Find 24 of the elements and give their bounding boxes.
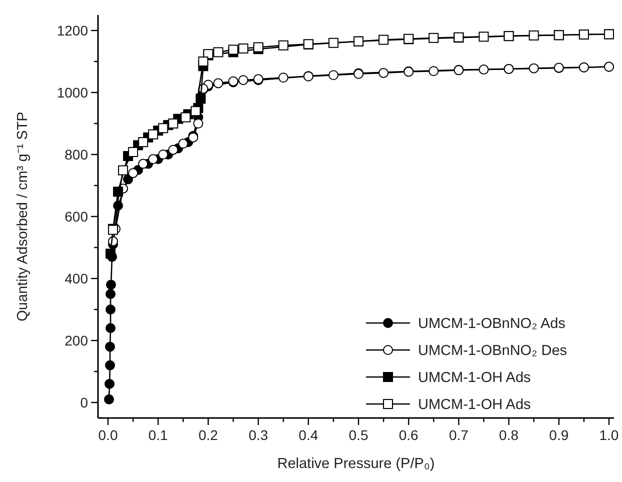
x-tick-label: 0.8: [499, 427, 519, 443]
y-tick-label: 800: [64, 146, 88, 162]
y-tick-label: 1000: [56, 84, 88, 100]
x-tick-label: 0.9: [549, 427, 569, 443]
x-axis-title: Relative Pressure (P/P₀): [277, 456, 435, 472]
legend-label: UMCM-1-OBnNO₂ Des: [418, 343, 568, 359]
x-tick-label: 0.1: [148, 427, 168, 443]
y-tick-label: 600: [64, 208, 88, 224]
legend-label: UMCM-1-OBnNO₂ Ads: [418, 316, 566, 332]
x-tick-label: 0.2: [198, 427, 218, 443]
x-tick-label: 0.7: [448, 427, 469, 443]
legend-label: UMCM-1-OH Ads: [418, 370, 531, 386]
x-tick-label: 0.4: [298, 427, 318, 443]
y-tick-label: 200: [64, 332, 88, 348]
x-tick-label: 1.0: [599, 427, 619, 443]
x-tick-label: 0.0: [98, 427, 118, 443]
x-tick-label: 0.6: [398, 427, 419, 443]
y-axis-title: Quantity Adsorbed / cm³ g⁻¹ STP: [15, 112, 31, 322]
y-tick-label: 400: [64, 270, 88, 286]
x-tick-label: 0.5: [348, 427, 368, 443]
y-tick-label: 0: [80, 394, 88, 410]
legend-label: UMCM-1-OH Ads: [418, 397, 531, 413]
x-tick-label: 0.3: [248, 427, 268, 443]
y-tick-label: 1200: [56, 22, 88, 38]
